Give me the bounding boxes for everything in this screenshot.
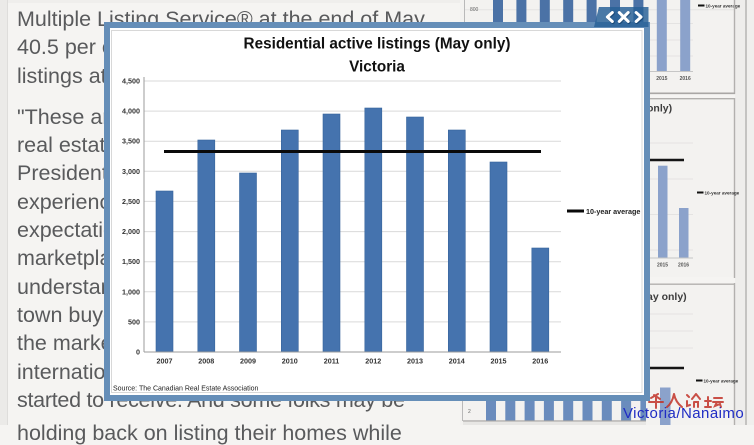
- svg-text:500: 500: [128, 317, 140, 326]
- svg-text:4,000: 4,000: [122, 107, 140, 116]
- svg-text:2014: 2014: [449, 357, 465, 366]
- svg-text:2012: 2012: [365, 357, 381, 366]
- svg-text:3,500: 3,500: [122, 137, 140, 146]
- svg-text:2013: 2013: [407, 357, 423, 366]
- svg-text:800: 800: [470, 7, 479, 13]
- svg-text:2007: 2007: [157, 357, 173, 366]
- svg-text:2: 2: [468, 409, 471, 415]
- svg-text:Source: The Canadian Real Esta: Source: The Canadian Real Estate Associa…: [113, 386, 259, 393]
- svg-text:10-year average: 10-year average: [706, 4, 741, 9]
- svg-text:2008: 2008: [198, 357, 214, 366]
- svg-text:2009: 2009: [240, 357, 256, 366]
- svg-text:ay only): ay only): [647, 291, 687, 303]
- svg-text:3,000: 3,000: [122, 167, 140, 176]
- svg-text:2016: 2016: [532, 357, 548, 366]
- svg-text:2011: 2011: [324, 357, 340, 366]
- svg-text:10-year average: 10-year average: [586, 207, 640, 216]
- svg-text:2,500: 2,500: [122, 197, 140, 206]
- svg-text:2015: 2015: [656, 76, 667, 82]
- svg-text:2015: 2015: [657, 263, 668, 269]
- svg-text:Victoria: Victoria: [349, 59, 405, 76]
- svg-text:Residential active listings (M: Residential active listings (May only): [244, 36, 511, 53]
- svg-text:1,000: 1,000: [122, 287, 140, 296]
- svg-text:only): only): [647, 103, 672, 115]
- svg-text:2016: 2016: [680, 76, 691, 82]
- svg-text:2016: 2016: [678, 263, 689, 269]
- svg-text:1,500: 1,500: [122, 257, 140, 266]
- svg-text:2,000: 2,000: [122, 227, 140, 236]
- svg-text:4,500: 4,500: [122, 77, 140, 86]
- svg-text:10-year average: 10-year average: [705, 191, 740, 196]
- svg-text:2010: 2010: [282, 357, 298, 366]
- svg-text:10-year average: 10-year average: [704, 379, 739, 384]
- svg-text:0: 0: [136, 348, 140, 357]
- svg-text:2015: 2015: [491, 357, 507, 366]
